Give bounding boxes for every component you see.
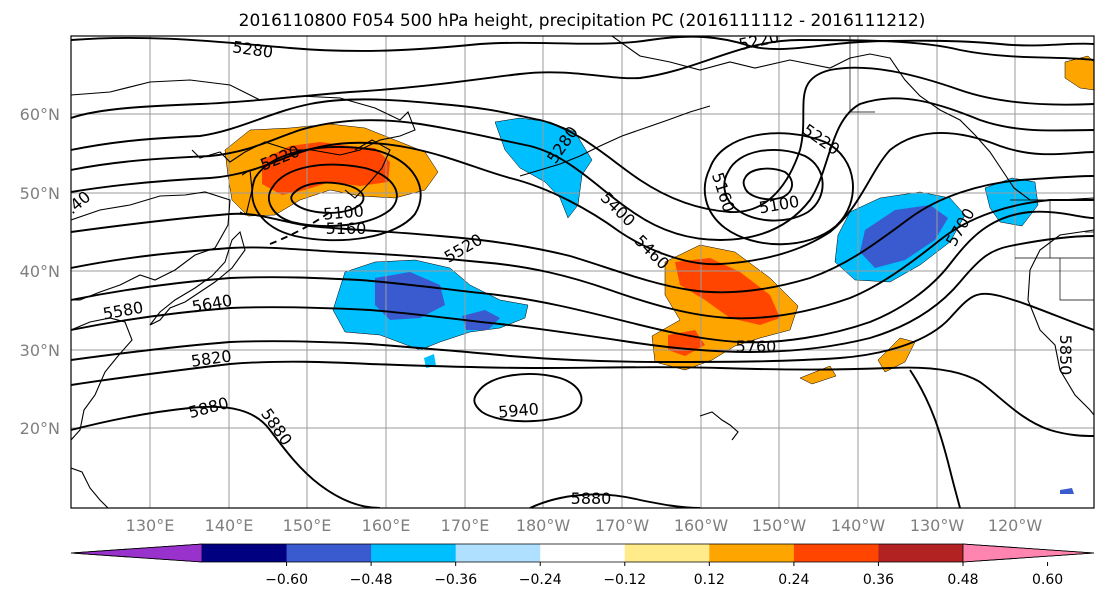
coast-korea-china: [71, 317, 133, 441]
precip-core-west-pacific-neg: [375, 272, 445, 320]
contour-label: 5850: [1056, 335, 1075, 376]
colorbar-segment: [371, 544, 457, 562]
latitude-labels: 60°N 50°N 40°N 30°N 20°N: [20, 105, 60, 438]
precip-core-west-pacific-neg-2: [462, 310, 500, 330]
lon-label: 120°W: [988, 516, 1043, 535]
colorbar-tick-label: −0.12: [603, 572, 646, 588]
coast-alaska: [611, 36, 1094, 201]
contour-low-5100-east: [742, 167, 793, 201]
colorbar-tick-label: −0.24: [519, 572, 562, 588]
contour-low-5160-west: [267, 163, 398, 227]
contour-arc-5880-4: [909, 369, 961, 508]
colorbar-tick-label: −0.60: [265, 572, 308, 588]
lon-label: 140°W: [831, 516, 886, 535]
coast-aleutians: [519, 105, 711, 177]
lat-label: 40°N: [20, 262, 60, 281]
colorbar-segment: [793, 544, 879, 562]
contour-arc-5820: [71, 292, 1094, 363]
contour-low-5100-west: [290, 181, 365, 214]
contour-arc-5700: [71, 210, 1094, 344]
contour-arc-5880-2: [71, 405, 381, 508]
height-contours: [71, 36, 1094, 508]
colorbar-tick-label: 0.48: [947, 572, 978, 588]
lon-label: 150°E: [283, 516, 332, 535]
colorbar-segment: [540, 544, 626, 562]
contour-low-5220-west: [251, 146, 422, 242]
contour-low-5160-east: [723, 149, 824, 222]
colorbar-segment: [624, 544, 710, 562]
lat-label: 50°N: [20, 184, 60, 203]
contour-arc-5880-1: [71, 360, 1094, 437]
precip-area-bc-coast-neg: [984, 177, 1039, 227]
lon-label: 150°W: [752, 516, 807, 535]
contour-arc-5340: [71, 39, 1094, 119]
colorbar-segment: [286, 544, 372, 562]
colorbar-tick-label: 0.12: [694, 572, 725, 588]
colorbar-tick-label: −0.48: [350, 572, 393, 588]
map-frame: [70, 35, 1095, 509]
contour-low-5220-east: [703, 132, 854, 246]
contour-arc-5400: [71, 66, 1094, 213]
colorbar-extend-high: [962, 543, 1095, 563]
contour-label: 5100: [322, 201, 364, 223]
colorbar-segment: [709, 544, 795, 562]
contour-5280-north: [71, 36, 1094, 52]
lon-label: 180°W: [516, 516, 571, 535]
lat-label: 60°N: [20, 105, 60, 124]
coast-siberia: [71, 79, 416, 163]
precip-spot-neg-japan: [424, 354, 436, 368]
lon-label: 160°E: [362, 516, 411, 535]
contour-arc-5880-3: [529, 493, 701, 508]
contour-label: 5760: [736, 337, 777, 356]
coast-north-america: [1027, 229, 1094, 416]
contour-high-5940: [473, 373, 583, 423]
colorbar-segment: [202, 544, 288, 562]
colorbar-tick-label: 0.36: [863, 572, 894, 588]
colorbar-tick-label: 0.24: [778, 572, 809, 588]
lon-label: 130°E: [126, 516, 175, 535]
precip-spot-neg-small: [1060, 488, 1074, 494]
lon-label: 170°E: [441, 516, 490, 535]
lon-label: 170°W: [595, 516, 650, 535]
lat-label: 30°N: [20, 341, 60, 360]
colorbar: −0.60 −0.48 −0.36 −0.24 −0.12 0.12 0.24 0.36 0.4…: [70, 543, 1095, 588]
coast-philippines: [71, 467, 109, 508]
lon-label: 130°W: [910, 516, 965, 535]
map-panel: 5280 5220 5220 5280 5220 5160 5100 5160 …: [71, 36, 1094, 508]
longitude-labels: 130°E 140°E 150°E 160°E 170°E 180°W 170°…: [126, 516, 1043, 535]
colorbar-segment: [455, 544, 541, 562]
contour-arc-5580: [71, 175, 1094, 294]
colorbar-tick-label: −0.36: [434, 572, 477, 588]
coast-asia-mainland: [71, 191, 231, 301]
contour-arc-5760: [71, 235, 1094, 353]
lat-label: 20°N: [20, 419, 60, 438]
contour-label: 5940: [497, 399, 539, 421]
lon-label: 160°W: [674, 516, 729, 535]
coastlines: [71, 36, 1094, 508]
contour-arc-5460: [71, 97, 1094, 241]
coast-hawaii: [699, 411, 739, 441]
precip-core-east-pacific-neg: [860, 205, 948, 268]
border-us-states: [1015, 200, 1094, 301]
precip-spot-pos: [877, 337, 916, 373]
colorbar-segment: [878, 544, 964, 562]
figure-title: 2016110800 F054 500 hPa height, precipit…: [239, 11, 926, 31]
colorbar-tick-label: 0.60: [1032, 572, 1063, 588]
contour-trough-dashed: [269, 211, 331, 245]
lon-label: 140°E: [205, 516, 254, 535]
contour-arc-5640: [71, 199, 1094, 320]
colorbar-outline: [70, 543, 1095, 563]
contour-label: 5880: [571, 489, 612, 508]
coast-kamchatka: [344, 139, 391, 199]
colorbar-extend-low: [70, 543, 203, 563]
precip-area-alaska-corner: [1064, 55, 1094, 91]
contour-label: 5160: [326, 219, 367, 238]
